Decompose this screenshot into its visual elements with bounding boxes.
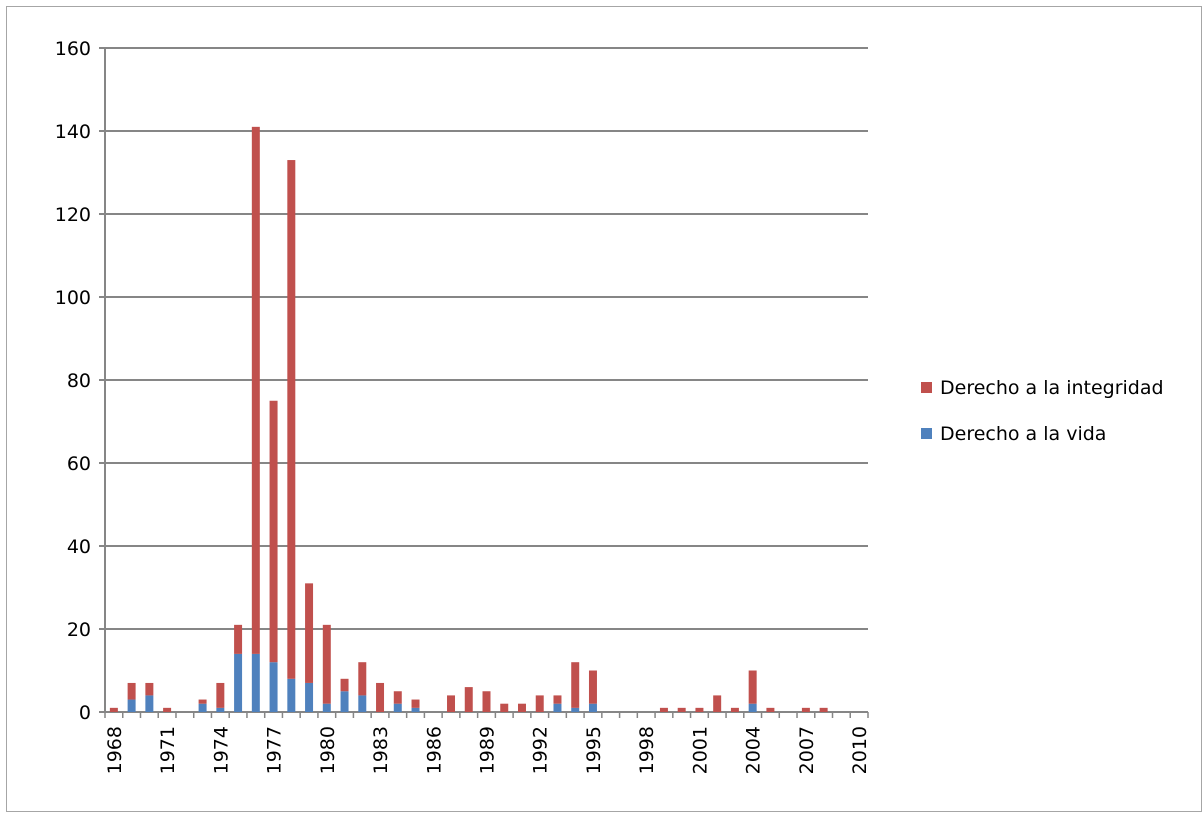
y-tick-label: 140 (55, 121, 91, 143)
bar-derecho-a-la-integridad-1994 (571, 662, 580, 708)
bar-derecho-a-la-vida-2004 (748, 703, 757, 712)
bar-derecho-a-la-vida-1976 (251, 653, 260, 712)
bar-derecho-a-la-integridad-1981 (340, 678, 349, 692)
x-tick-label: 1992 (530, 726, 552, 774)
y-tick-label: 100 (55, 287, 91, 309)
y-tick-label: 60 (67, 453, 91, 475)
bar-derecho-a-la-vida-1979 (305, 682, 314, 712)
y-tick-labels: 0 20 40 60 80 100 120 140 160 (55, 38, 91, 724)
bar-derecho-a-la-integridad-1983 (376, 682, 385, 712)
bar-derecho-a-la-integridad-1974 (216, 682, 225, 708)
bar-derecho-a-la-integridad-1985 (411, 699, 420, 708)
legend: Derecho a la integridad Derecho a la vida (921, 377, 1164, 445)
x-tick-label: 1977 (264, 726, 286, 774)
bar-derecho-a-la-integridad-1990 (500, 703, 509, 712)
y-tick-label: 120 (55, 204, 91, 226)
legend-label: Derecho a la vida (940, 423, 1106, 445)
bar-derecho-a-la-integridad-1979 (305, 583, 314, 683)
x-tick-label: 1989 (477, 726, 499, 774)
bar-derecho-a-la-integridad-1975 (234, 624, 243, 654)
bar-derecho-a-la-vida-1973 (198, 703, 207, 712)
x-tick-label: 1995 (583, 726, 605, 774)
x-tick-label: 2010 (849, 726, 871, 774)
y-tick-label: 80 (67, 370, 91, 392)
bar-derecho-a-la-integridad-1971 (163, 707, 172, 712)
x-tick-labels: 1968 1971 1974 1977 1980 1983 1986 1989 1992 1995… (104, 726, 871, 774)
bar-derecho-a-la-vida-1977 (269, 662, 278, 712)
bar-derecho-a-la-vida-1994 (571, 707, 580, 712)
bar-derecho-a-la-vida-1984 (393, 703, 402, 712)
bar-derecho-a-la-vida-1982 (358, 695, 367, 712)
bar-derecho-a-la-integridad-1970 (145, 682, 154, 696)
x-tick-label: 1983 (370, 726, 392, 774)
bar-derecho-a-la-integridad-2000 (677, 707, 686, 712)
bar-derecho-a-la-integridad-2003 (730, 707, 739, 712)
bar-derecho-a-la-integridad-2004 (748, 670, 757, 704)
axes (99, 47, 869, 718)
gridlines (105, 47, 868, 713)
bar-derecho-a-la-integridad-1984 (393, 691, 402, 704)
bar-derecho-a-la-integridad-1969 (127, 682, 136, 700)
bar-derecho-a-la-integridad-1991 (517, 703, 526, 712)
x-tick-label: 1986 (423, 726, 445, 774)
bar-derecho-a-la-integridad-1973 (198, 699, 207, 704)
legend-label: Derecho a la integridad (940, 377, 1164, 399)
bar-derecho-a-la-integridad-1989 (482, 691, 491, 712)
bar-derecho-a-la-integridad-1995 (588, 670, 597, 704)
bar-derecho-a-la-vida-1985 (411, 707, 420, 712)
y-tick-label: 0 (79, 702, 91, 724)
bar-derecho-a-la-vida-1981 (340, 691, 349, 712)
bar-derecho-a-la-integridad-1968 (109, 707, 118, 712)
x-tick-label: 1980 (317, 726, 339, 774)
bar-derecho-a-la-vida-1993 (553, 703, 562, 712)
bar-derecho-a-la-integridad-1980 (322, 624, 331, 704)
x-tick-label: 1968 (104, 726, 126, 774)
y-tick-label: 40 (67, 536, 91, 558)
bar-derecho-a-la-integridad-1999 (659, 707, 668, 712)
y-tick-label: 20 (67, 619, 91, 641)
x-tick-label: 1998 (636, 726, 658, 774)
bar-derecho-a-la-integridad-2008 (819, 707, 828, 712)
bar-derecho-a-la-integridad-1982 (358, 662, 367, 696)
bar-derecho-a-la-integridad-2002 (713, 695, 722, 712)
x-tick-label: 1974 (210, 726, 232, 774)
x-tick-label: 2004 (743, 726, 765, 774)
bar-derecho-a-la-integridad-1978 (287, 160, 296, 679)
bar-derecho-a-la-integridad-1977 (269, 400, 278, 663)
bar-derecho-a-la-integridad-1988 (464, 687, 473, 712)
bar-derecho-a-la-vida-1995 (588, 703, 597, 712)
y-tick-label: 160 (55, 38, 91, 60)
bar-derecho-a-la-integridad-2005 (766, 707, 775, 712)
bar-derecho-a-la-vida-1974 (216, 707, 225, 712)
x-tick-label: 1971 (157, 726, 179, 774)
bar-derecho-a-la-integridad-1987 (447, 695, 456, 712)
bar-derecho-a-la-vida-1969 (127, 699, 136, 712)
bar-derecho-a-la-integridad-1976 (251, 126, 260, 654)
legend-swatch (921, 428, 932, 439)
bar-derecho-a-la-integridad-1993 (553, 695, 562, 704)
x-tick-label: 2001 (689, 726, 711, 774)
bar-derecho-a-la-vida-1980 (322, 703, 331, 712)
bars (109, 126, 828, 712)
bar-derecho-a-la-integridad-2001 (695, 707, 704, 712)
bar-derecho-a-la-integridad-2007 (801, 707, 810, 712)
bar-derecho-a-la-vida-1970 (145, 695, 154, 712)
bar-derecho-a-la-integridad-1992 (535, 695, 544, 712)
bar-derecho-a-la-vida-1978 (287, 678, 296, 712)
x-tick-label: 2007 (796, 726, 818, 774)
chart-frame (6, 6, 1202, 812)
bar-derecho-a-la-vida-1975 (234, 653, 243, 712)
legend-swatch (921, 382, 932, 393)
